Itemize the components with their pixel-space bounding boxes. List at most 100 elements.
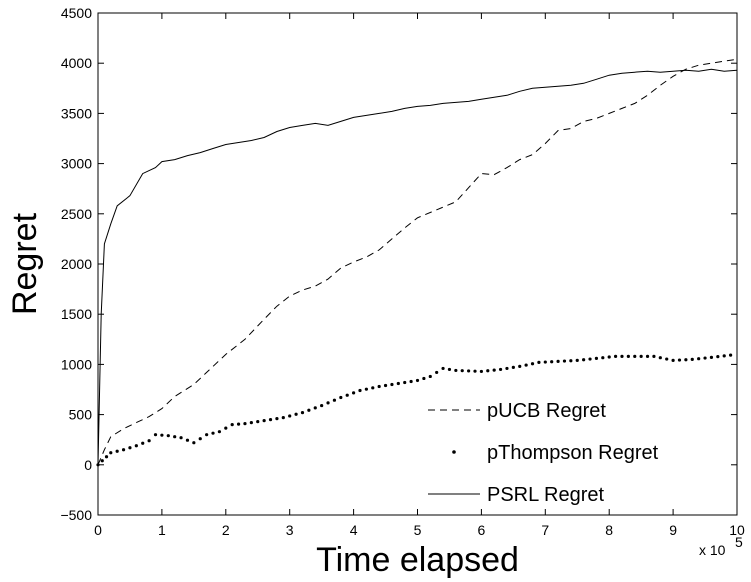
pthompson-regret-point <box>224 426 228 430</box>
series-layer <box>96 58 738 467</box>
pthompson-regret-point <box>345 393 349 397</box>
pthompson-regret-point <box>358 388 362 393</box>
pthompson-regret-point <box>198 437 202 441</box>
pthompson-regret-point <box>716 355 720 359</box>
pthompson-regret-point <box>109 451 113 455</box>
x-tick-label: 5 <box>414 522 422 538</box>
pthompson-regret-point <box>230 423 234 427</box>
pthompson-regret-point <box>639 354 643 358</box>
pthompson-regret-point <box>192 441 196 445</box>
pthompson-regret-point <box>104 455 109 459</box>
pthompson-regret-point <box>243 422 247 426</box>
pthompson-regret-point <box>185 438 190 442</box>
pthompson-regret-point <box>588 357 592 361</box>
pthompson-regret-point <box>121 448 126 452</box>
y-tick-label: 2500 <box>61 206 92 222</box>
pthompson-regret-point <box>518 364 522 369</box>
pthompson-regret-point <box>268 418 273 422</box>
pthompson-regret-point <box>160 433 164 437</box>
pthompson-regret-point <box>467 369 471 373</box>
y-axis-title: Regret <box>6 212 44 315</box>
pthompson-regret-point <box>377 384 381 389</box>
pthompson-regret-point <box>690 357 694 361</box>
y-tick-label: 3000 <box>61 156 92 172</box>
pthompson-regret-point <box>537 360 541 364</box>
x-tick-label: 2 <box>222 522 230 538</box>
y-tick-label: 4000 <box>61 55 92 71</box>
pthompson-regret-point <box>428 374 432 379</box>
pthompson-regret-point <box>300 410 305 415</box>
x-tick-label: 8 <box>605 522 613 538</box>
pthompson-regret-point <box>364 387 368 391</box>
pthompson-regret-point <box>447 367 452 372</box>
x-tick-label: 6 <box>478 522 486 538</box>
x-tick-label: 4 <box>350 522 358 538</box>
y-tick-label: 1500 <box>61 306 92 322</box>
pthompson-regret-point <box>128 446 132 450</box>
pthompson-regret-point <box>371 386 375 390</box>
x-axis-title: Time elapsed <box>316 541 519 579</box>
pthompson-regret-point <box>569 359 573 363</box>
pthompson-regret-point <box>671 358 675 362</box>
pthompson-regret-point <box>320 403 324 408</box>
pthompson-regret-point <box>665 357 669 361</box>
pthompson-regret-point <box>100 459 104 463</box>
pthompson-regret-point <box>275 417 279 421</box>
pthompson-regret-point <box>709 355 714 359</box>
pthompson-regret-point <box>530 362 535 366</box>
y-tick-label: 500 <box>69 407 93 423</box>
pthompson-regret-point <box>403 380 407 385</box>
pthompson-regret-point <box>288 414 292 418</box>
x-multiplier-base: x 10 <box>699 542 726 558</box>
pthompson-regret-point <box>473 369 477 373</box>
y-tick-label: 0 <box>84 457 92 473</box>
pthompson-regret-point <box>697 357 701 361</box>
pthompson-regret-point <box>415 378 420 383</box>
axis-tick-labels: 0 1 2 3 4 5 6 7 8 9 10−500050010001500200025003000… <box>60 5 745 538</box>
legend: pUCB Regret pThompson Regret PSRL Regret <box>428 400 659 506</box>
y-tick-label: 4500 <box>61 5 92 21</box>
x-axis-multiplier: x 10 5 <box>699 534 743 558</box>
pthompson-regret-point <box>498 367 503 372</box>
pthompson-regret-point <box>281 416 285 420</box>
pthompson-regret-point <box>332 398 337 402</box>
pthompson-regret-point <box>173 435 177 439</box>
pthompson-regret-point <box>205 433 209 437</box>
pthompson-regret-point <box>684 358 688 362</box>
pthompson-regret-point <box>652 354 656 358</box>
pthompson-regret-series <box>96 353 733 467</box>
pthompson-regret-point <box>166 434 170 438</box>
pthompson-regret-point <box>211 431 215 435</box>
y-tick-label: 1000 <box>61 356 92 372</box>
pthompson-regret-point <box>722 354 726 358</box>
psrl-regret-line <box>97 68 738 465</box>
pthompson-regret-point <box>339 395 343 400</box>
pthompson-regret-point <box>479 369 483 374</box>
y-tick-label: 2000 <box>61 256 92 272</box>
x-tick-label: 3 <box>286 522 294 538</box>
pthompson-regret-point <box>460 369 464 373</box>
pthompson-regret-point <box>236 422 241 426</box>
y-tick-label: 3500 <box>61 105 92 121</box>
pthompson-regret-point <box>441 366 445 371</box>
pthompson-regret-point <box>134 444 138 448</box>
pthompson-regret-point <box>613 354 618 358</box>
pthompson-regret-point <box>562 359 567 363</box>
pthompson-regret-point <box>633 354 637 358</box>
y-tick-label: −500 <box>60 507 92 523</box>
pthompson-regret-point <box>383 383 388 388</box>
pthompson-regret-point <box>645 354 650 358</box>
pthompson-regret-point <box>435 370 439 375</box>
pthompson-regret-point <box>677 358 682 362</box>
pthompson-regret-legend-marker <box>452 450 456 454</box>
pthompson-regret-point <box>511 365 515 370</box>
pthompson-regret-point <box>626 354 630 358</box>
pthompson-regret-point <box>729 353 733 357</box>
pthompson-regret-legend-label: pThompson Regret <box>487 442 659 464</box>
pthompson-regret-point <box>352 391 356 395</box>
pthompson-regret-point <box>409 379 413 384</box>
axis-ticks <box>97 12 738 516</box>
x-tick-label: 10 <box>729 522 745 538</box>
pthompson-regret-point <box>594 356 599 360</box>
